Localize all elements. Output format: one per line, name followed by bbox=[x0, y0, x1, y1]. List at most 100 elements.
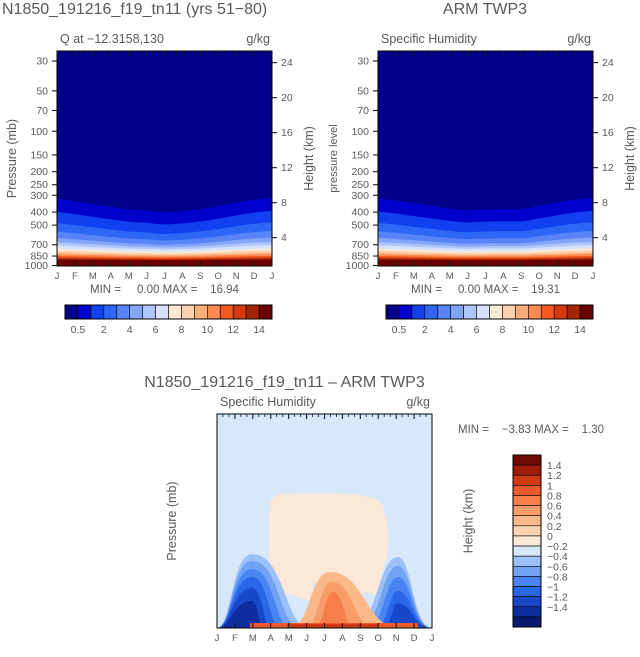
svg-text:70: 70 bbox=[357, 105, 369, 117]
svg-text:A: A bbox=[500, 271, 507, 282]
svg-text:Specific Humidity: Specific Humidity bbox=[220, 395, 317, 409]
svg-text:Specific Humidity: Specific Humidity bbox=[381, 32, 478, 46]
svg-text:D: D bbox=[411, 633, 418, 644]
svg-text:O: O bbox=[375, 633, 382, 644]
svg-text:J: J bbox=[162, 271, 167, 282]
svg-text:J: J bbox=[215, 633, 220, 644]
svg-text:500: 500 bbox=[351, 220, 369, 232]
svg-text:S: S bbox=[357, 633, 363, 644]
svg-text:8: 8 bbox=[500, 324, 506, 336]
svg-text:8: 8 bbox=[602, 197, 608, 209]
svg-text:MIN = −3.83 MAX = 1.30: MIN = −3.83 MAX = 1.30 bbox=[458, 424, 604, 436]
svg-text:50: 50 bbox=[36, 85, 48, 97]
svg-text:J: J bbox=[483, 271, 488, 282]
svg-text:150: 150 bbox=[351, 149, 369, 161]
svg-text:300: 300 bbox=[30, 190, 48, 202]
svg-text:1000: 1000 bbox=[346, 260, 370, 272]
svg-text:M: M bbox=[249, 633, 257, 644]
svg-text:MIN = 0.00 MAX = 16.94: MIN = 0.00 MAX = 16.94 bbox=[90, 284, 240, 296]
svg-text:4: 4 bbox=[281, 232, 287, 244]
svg-text:D: D bbox=[572, 271, 579, 282]
svg-text:500: 500 bbox=[30, 220, 48, 232]
svg-text:M: M bbox=[285, 633, 293, 644]
svg-text:A: A bbox=[339, 633, 346, 644]
svg-text:pressure level: pressure level bbox=[328, 124, 340, 192]
svg-text:14: 14 bbox=[574, 324, 586, 336]
svg-text:2: 2 bbox=[101, 324, 107, 336]
svg-text:150: 150 bbox=[30, 149, 48, 161]
svg-text:g/kg: g/kg bbox=[406, 395, 430, 409]
svg-text:A: A bbox=[268, 633, 275, 644]
svg-text:Height (km): Height (km) bbox=[302, 126, 316, 191]
svg-text:20: 20 bbox=[281, 92, 293, 104]
svg-text:4: 4 bbox=[602, 232, 608, 244]
svg-text:M: M bbox=[125, 271, 133, 282]
svg-text:400: 400 bbox=[351, 207, 369, 219]
svg-text:100: 100 bbox=[351, 126, 369, 138]
svg-text:J: J bbox=[430, 633, 435, 644]
svg-text:300: 300 bbox=[351, 190, 369, 202]
svg-text:24: 24 bbox=[602, 57, 614, 69]
svg-text:Height (km): Height (km) bbox=[623, 126, 637, 191]
svg-text:J: J bbox=[270, 271, 275, 282]
svg-text:12: 12 bbox=[281, 162, 293, 174]
svg-text:J: J bbox=[591, 271, 596, 282]
svg-text:2: 2 bbox=[422, 324, 428, 336]
svg-text:MIN = 0.00 MAX = 19.31: MIN = 0.00 MAX = 19.31 bbox=[411, 284, 560, 296]
svg-text:200: 200 bbox=[351, 166, 369, 178]
svg-text:N: N bbox=[554, 271, 561, 282]
svg-text:A: A bbox=[429, 271, 436, 282]
svg-text:S: S bbox=[197, 271, 203, 282]
svg-text:4: 4 bbox=[127, 324, 133, 336]
svg-text:30: 30 bbox=[36, 56, 48, 68]
svg-text:A: A bbox=[108, 271, 115, 282]
svg-text:8: 8 bbox=[179, 324, 185, 336]
svg-text:6: 6 bbox=[474, 324, 480, 336]
svg-text:Pressure (mb): Pressure (mb) bbox=[165, 481, 179, 560]
svg-text:20: 20 bbox=[602, 92, 614, 104]
svg-text:N: N bbox=[233, 271, 240, 282]
svg-text:F: F bbox=[72, 271, 78, 282]
svg-text:12: 12 bbox=[602, 162, 614, 174]
svg-text:O: O bbox=[215, 271, 222, 282]
svg-text:N1850_191216_f19_tn11 – ARM TW: N1850_191216_f19_tn11 – ARM TWP3 bbox=[144, 374, 425, 391]
svg-text:16: 16 bbox=[281, 127, 293, 139]
svg-text:Q at −12.3158,130: Q at −12.3158,130 bbox=[60, 32, 164, 46]
svg-text:700: 700 bbox=[351, 239, 369, 251]
svg-text:24: 24 bbox=[281, 57, 293, 69]
svg-text:50: 50 bbox=[357, 85, 369, 97]
svg-text:A: A bbox=[179, 271, 186, 282]
svg-text:0.5: 0.5 bbox=[71, 324, 86, 336]
svg-text:J: J bbox=[376, 271, 381, 282]
svg-text:J: J bbox=[304, 633, 309, 644]
svg-text:16: 16 bbox=[602, 127, 614, 139]
svg-text:N1850_191216_f19_tn11 (yrs 51−: N1850_191216_f19_tn11 (yrs 51−80) bbox=[2, 1, 267, 18]
svg-text:N: N bbox=[393, 633, 400, 644]
svg-text:10: 10 bbox=[522, 324, 534, 336]
svg-text:4: 4 bbox=[448, 324, 454, 336]
svg-text:0.5: 0.5 bbox=[392, 324, 407, 336]
svg-text:400: 400 bbox=[30, 207, 48, 219]
svg-text:12: 12 bbox=[227, 324, 239, 336]
svg-text:100: 100 bbox=[30, 126, 48, 138]
svg-text:−1.4: −1.4 bbox=[547, 602, 568, 614]
svg-text:J: J bbox=[55, 271, 60, 282]
svg-text:Height (km): Height (km) bbox=[462, 489, 476, 554]
svg-text:14: 14 bbox=[253, 324, 265, 336]
svg-text:30: 30 bbox=[357, 56, 369, 68]
svg-text:M: M bbox=[89, 271, 97, 282]
svg-text:1000: 1000 bbox=[25, 260, 49, 272]
svg-text:J: J bbox=[465, 271, 470, 282]
svg-text:S: S bbox=[518, 271, 524, 282]
svg-text:10: 10 bbox=[201, 324, 213, 336]
svg-text:ARM TWP3: ARM TWP3 bbox=[443, 1, 527, 18]
svg-text:12: 12 bbox=[548, 324, 560, 336]
svg-text:F: F bbox=[393, 271, 399, 282]
svg-text:F: F bbox=[232, 633, 238, 644]
svg-text:M: M bbox=[410, 271, 418, 282]
svg-text:D: D bbox=[251, 271, 258, 282]
svg-text:700: 700 bbox=[30, 239, 48, 251]
svg-text:Pressure (mb): Pressure (mb) bbox=[5, 119, 19, 198]
svg-text:M: M bbox=[446, 271, 454, 282]
svg-text:g/kg: g/kg bbox=[246, 32, 270, 46]
